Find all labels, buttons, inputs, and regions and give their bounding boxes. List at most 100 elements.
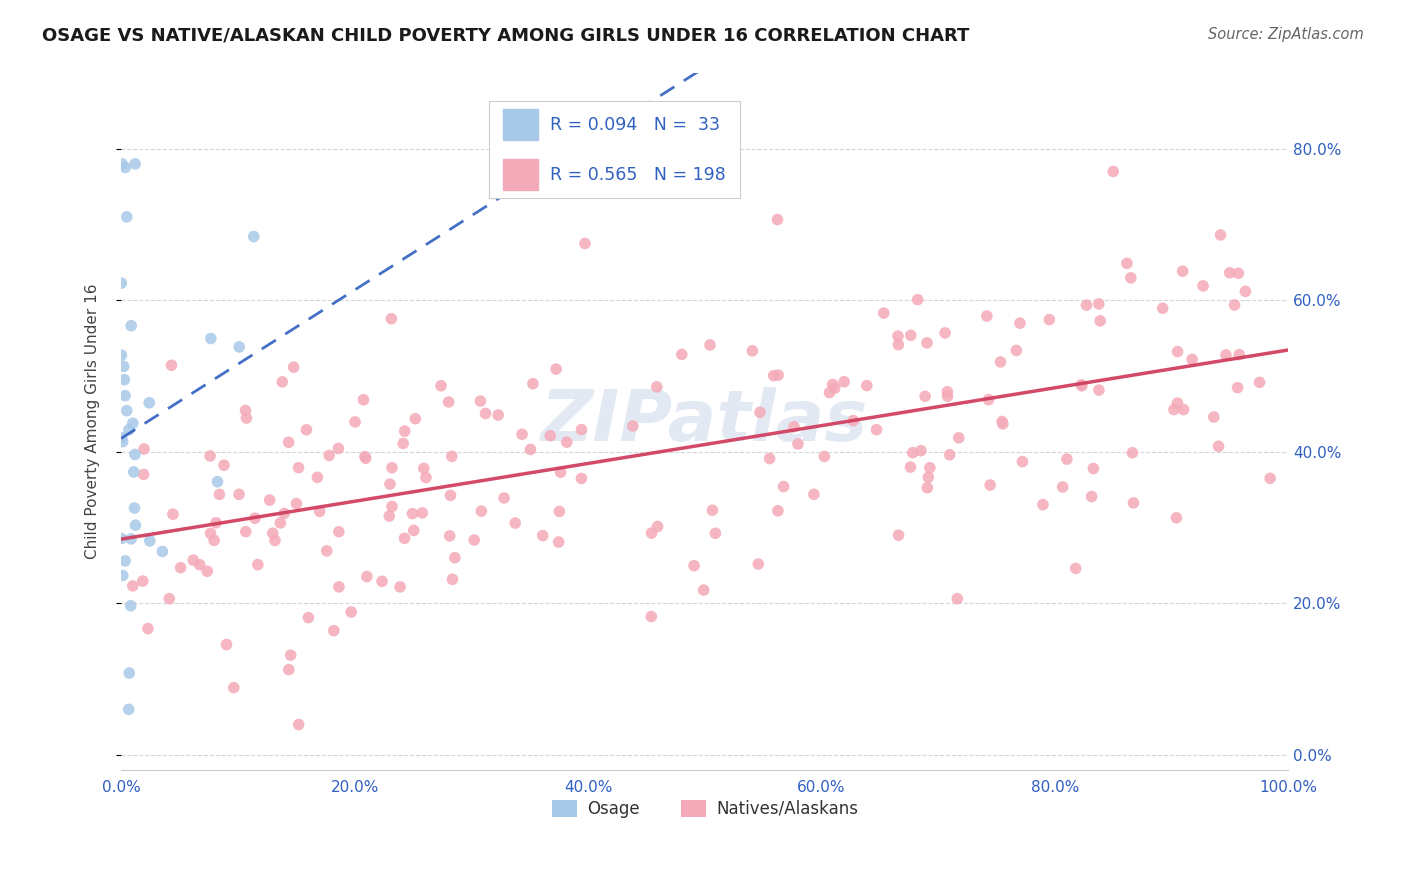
Legend: Osage, Natives/Alaskans: Osage, Natives/Alaskans <box>546 793 865 824</box>
Point <box>1258 471 1281 485</box>
Point <box>328 442 350 456</box>
Point <box>297 610 319 624</box>
Point <box>200 332 222 346</box>
Point <box>991 417 1014 431</box>
Point <box>749 405 772 419</box>
Point <box>380 311 402 326</box>
Point <box>208 487 231 501</box>
Point <box>640 526 662 541</box>
Point <box>392 436 415 450</box>
Point <box>747 557 769 571</box>
Point <box>401 507 423 521</box>
Point <box>571 423 593 437</box>
Point <box>1173 402 1195 417</box>
Point <box>353 392 375 407</box>
Point <box>228 340 250 354</box>
FancyBboxPatch shape <box>489 101 740 198</box>
Point <box>264 533 287 548</box>
Point <box>766 368 789 383</box>
Point <box>936 389 959 403</box>
Point <box>704 526 727 541</box>
Point <box>766 212 789 227</box>
Point <box>138 396 160 410</box>
Point <box>914 389 936 403</box>
Point <box>494 491 516 505</box>
Point <box>271 375 294 389</box>
Point <box>1121 446 1143 460</box>
Point <box>381 500 404 514</box>
Point <box>328 524 350 539</box>
Point <box>114 554 136 568</box>
Point <box>139 533 162 548</box>
Point <box>855 378 877 392</box>
Point <box>1102 164 1125 178</box>
Point <box>1064 561 1087 575</box>
Point <box>900 460 922 475</box>
Point <box>114 389 136 403</box>
Point <box>1234 285 1257 299</box>
Point <box>430 379 453 393</box>
Point <box>1070 379 1092 393</box>
Point <box>1192 278 1215 293</box>
Point <box>824 381 846 395</box>
Point <box>1122 496 1144 510</box>
Point <box>378 477 401 491</box>
Point <box>917 481 939 495</box>
Point <box>1167 344 1189 359</box>
Point <box>207 475 229 489</box>
Point <box>115 210 138 224</box>
Point <box>821 377 844 392</box>
Point <box>205 516 228 530</box>
Point <box>550 465 572 479</box>
Point <box>1163 402 1185 417</box>
Point <box>1249 376 1271 390</box>
Point <box>671 347 693 361</box>
Point <box>354 450 377 464</box>
Point <box>803 487 825 501</box>
Point <box>277 663 299 677</box>
Point <box>111 434 134 449</box>
Point <box>111 568 134 582</box>
Point <box>1052 480 1074 494</box>
Point <box>121 416 143 430</box>
Point <box>555 435 578 450</box>
Point <box>132 574 155 588</box>
Point <box>112 359 135 374</box>
Point <box>118 702 141 716</box>
Point <box>547 535 569 549</box>
Bar <box>503 109 538 140</box>
Point <box>188 558 211 572</box>
Point <box>404 411 426 425</box>
Point <box>1215 348 1237 362</box>
Point <box>243 511 266 525</box>
Point <box>1011 454 1033 468</box>
Point <box>389 580 412 594</box>
Point <box>783 419 806 434</box>
Y-axis label: Child Poverty Among Girls Under 16: Child Poverty Among Girls Under 16 <box>86 284 100 559</box>
Point <box>152 544 174 558</box>
Point <box>938 448 960 462</box>
Point <box>441 572 464 586</box>
Point <box>1227 348 1250 362</box>
Point <box>865 423 887 437</box>
Point <box>124 157 146 171</box>
Point <box>287 460 309 475</box>
Point <box>262 526 284 541</box>
Point <box>766 504 789 518</box>
Text: R = 0.094   N =  33: R = 0.094 N = 33 <box>550 116 720 134</box>
Point <box>354 451 377 466</box>
Point <box>621 419 644 434</box>
Point <box>1090 314 1112 328</box>
Point <box>538 428 561 442</box>
Point <box>1209 227 1232 242</box>
Point <box>344 415 367 429</box>
Point <box>120 532 142 546</box>
Point <box>772 479 794 493</box>
Point <box>1087 297 1109 311</box>
Point <box>976 309 998 323</box>
Point <box>991 415 1014 429</box>
Point <box>1208 439 1230 453</box>
Point <box>132 467 155 482</box>
Point <box>212 458 235 473</box>
Point <box>280 648 302 663</box>
